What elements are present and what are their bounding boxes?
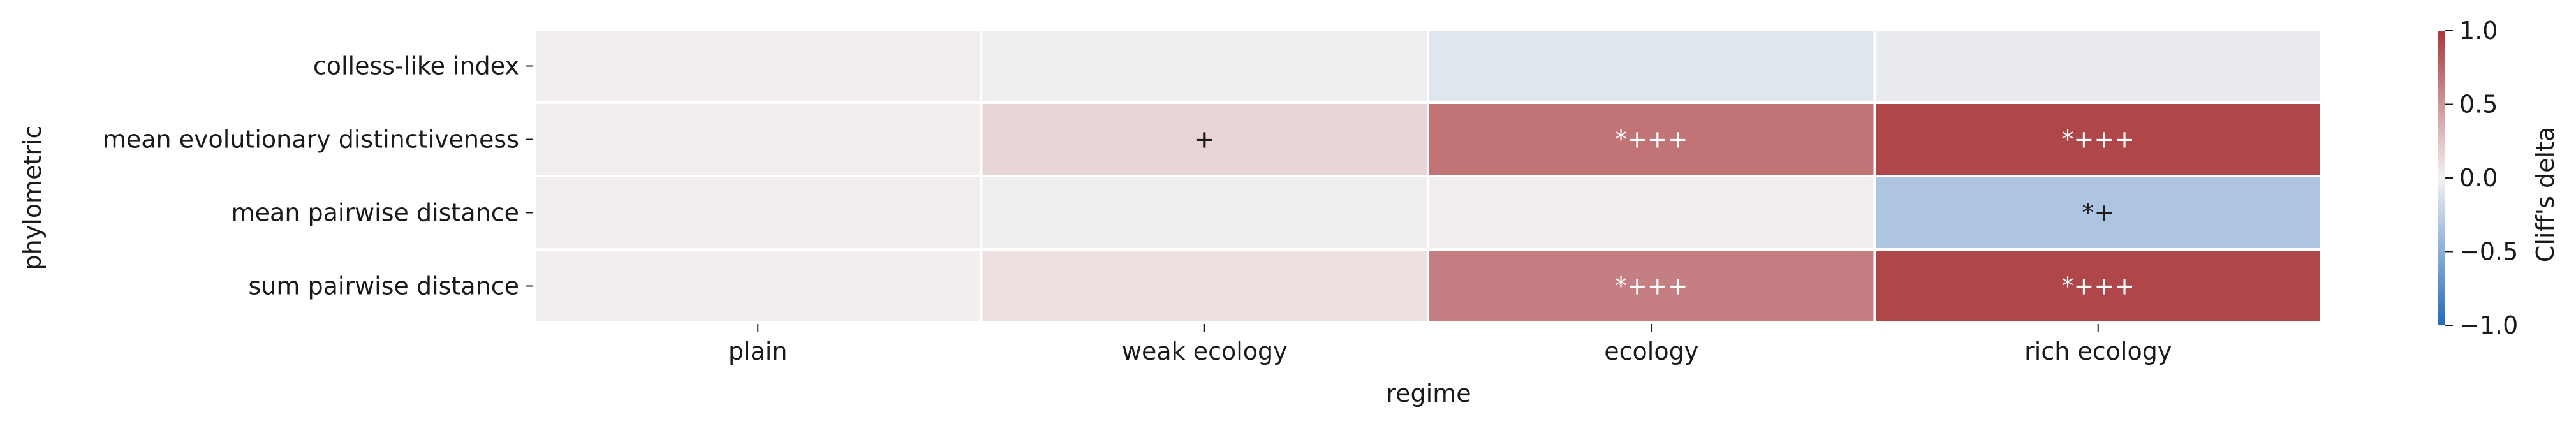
x-tick-label: plain [728, 337, 788, 365]
y-tick-label: mean pairwise distance [232, 199, 519, 227]
cell-annotation: *+ [2082, 199, 2114, 227]
heatmap-cell [1429, 104, 1874, 175]
heatmap-cell [982, 31, 1427, 101]
heatmap-cell [536, 31, 980, 101]
x-axis-title: regime [1386, 379, 1471, 408]
x-axis: plain weak ecology ecology rich ecology [728, 324, 2172, 365]
cell-annotation: *+++ [2061, 126, 2135, 154]
y-tick-label: colless-like index [313, 52, 519, 80]
heatmap-cell [536, 104, 980, 175]
cell-annotation: *+++ [2061, 272, 2135, 300]
heatmap-cell [1876, 177, 2320, 248]
heatmap-cell [1429, 251, 1874, 321]
colorbar-gradient [2438, 31, 2445, 325]
y-tick-label: sum pairwise distance [249, 272, 519, 300]
x-tick-label: weak ecology [1122, 337, 1288, 365]
heatmap-cell [1429, 177, 1874, 248]
heatmap-cell [982, 177, 1427, 248]
heatmap-cell [536, 177, 980, 248]
heatmap-cell [1429, 31, 1874, 101]
cell-annotation: + [1195, 126, 1215, 154]
cell-annotation: *+++ [1615, 272, 1688, 300]
x-tick-label: rich ecology [2024, 337, 2172, 365]
x-tick-label: ecology [1604, 337, 1698, 365]
colorbar-tick-label: 0.0 [2459, 164, 2498, 192]
colorbar-tick-label: −0.5 [2459, 238, 2518, 266]
colorbar-tick-label: 1.0 [2459, 17, 2498, 45]
cell-annotations: + *+++ *+++ *+ *+++ *+++ [1195, 126, 2135, 300]
colorbar-tick-label: 0.5 [2459, 91, 2498, 119]
y-axis: colless-like index mean evolutionary dist… [103, 52, 533, 300]
heatmap-cells [536, 31, 2320, 321]
y-tick-label: mean evolutionary distinctiveness [103, 126, 519, 154]
cell-annotation: *+++ [1615, 126, 1688, 154]
heatmap-cell [1876, 251, 2320, 321]
colorbar: 1.0 0.5 0.0 −0.5 −1.0 [2438, 17, 2518, 339]
heatmap-cell [1876, 104, 2320, 175]
heatmap-cell [536, 251, 980, 321]
heatmap-cell [982, 104, 1427, 175]
heatmap-cell [1876, 31, 2320, 101]
y-axis-title: phylometric [18, 126, 47, 270]
heatmap-cell [982, 251, 1427, 321]
colorbar-title: Cliff's delta [2531, 127, 2559, 262]
colorbar-tick-label: −1.0 [2459, 311, 2518, 339]
